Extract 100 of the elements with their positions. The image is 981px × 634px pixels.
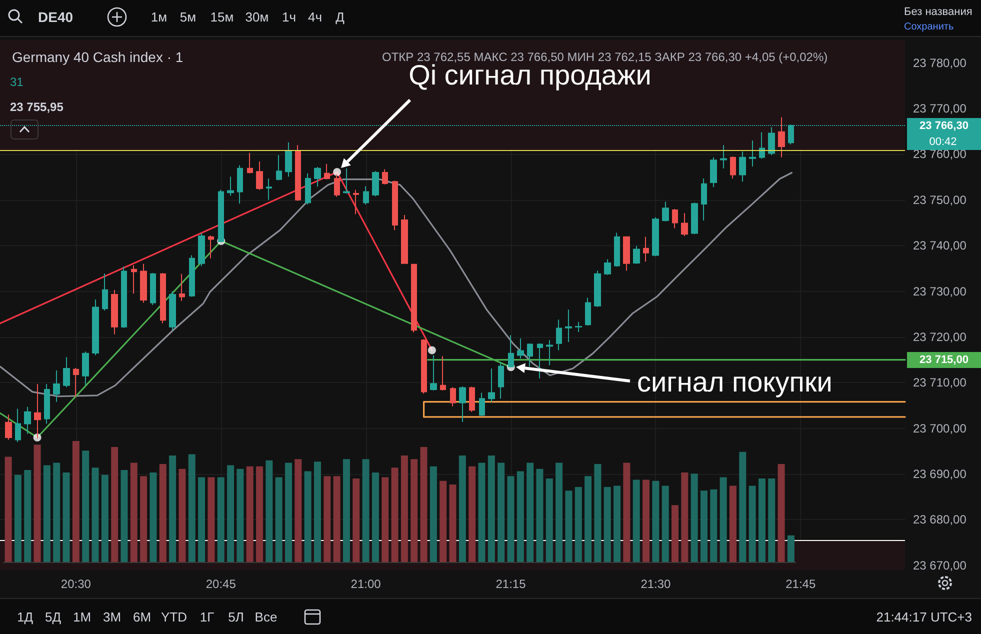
bar	[729, 486, 736, 562]
bar	[700, 490, 708, 562]
candlestick	[401, 214, 408, 264]
candlestick	[720, 144, 727, 169]
candlestick	[198, 232, 205, 267]
bar	[159, 464, 166, 562]
text: Без названия	[904, 6, 972, 18]
y-tick-label: 23 700,00	[913, 421, 967, 436]
text: 15м	[210, 10, 234, 24]
bar	[111, 447, 118, 562]
y-tick-label: 23 670,00	[913, 558, 967, 572]
y-tick-label: 23 710,00	[913, 376, 967, 390]
x-tick-label: 21:15	[496, 577, 526, 591]
y-tick-label: 23 770,00	[913, 102, 967, 116]
bar	[34, 444, 41, 562]
bar	[227, 465, 234, 562]
y-tick-label: 23 780,00	[913, 56, 967, 70]
candlestick	[160, 272, 166, 324]
text: 1М	[72, 610, 92, 624]
text: 3М	[102, 610, 122, 624]
candlestick	[450, 386, 456, 407]
bar	[275, 477, 282, 562]
bar	[672, 505, 679, 562]
candlestick	[459, 386, 466, 422]
candlestick	[363, 186, 369, 205]
bar	[642, 480, 650, 562]
text: 21:44:17 UTC+3	[876, 610, 972, 624]
candlestick	[498, 362, 504, 400]
bar	[430, 466, 437, 562]
bar	[632, 480, 640, 562]
y-tick-label: 23 720,00	[913, 330, 967, 344]
text: 00:42	[929, 136, 957, 148]
candlestick	[556, 319, 562, 351]
bar	[758, 478, 766, 562]
bar	[662, 486, 669, 562]
bar	[768, 478, 776, 562]
bar	[82, 450, 90, 562]
candlestick	[440, 356, 446, 391]
text: 5Л	[228, 610, 244, 624]
annotation: 23 755,95	[10, 100, 64, 114]
text: 5м	[180, 10, 196, 24]
candlestick	[488, 368, 495, 402]
x-tick-label: 21:45	[786, 577, 816, 591]
bar	[314, 462, 321, 562]
candlestick	[131, 264, 137, 294]
candlestick	[266, 178, 272, 200]
candlestick	[479, 392, 485, 417]
candlestick	[701, 178, 707, 221]
x-tick-label: 21:00	[350, 577, 382, 591]
bar	[266, 460, 273, 562]
annotation: сигнал покупки	[637, 366, 832, 398]
candlestick	[546, 340, 553, 366]
candlestick	[672, 208, 678, 229]
bar	[140, 476, 148, 562]
candlestick	[314, 166, 321, 188]
candlestick	[662, 201, 669, 222]
candlestick	[749, 140, 756, 168]
bar	[198, 477, 206, 562]
text: Germany 40 Cash index · 1	[12, 49, 184, 65]
candlestick	[15, 408, 21, 443]
candlestick	[285, 142, 292, 178]
candlestick	[53, 370, 60, 402]
bar	[217, 477, 224, 562]
bar	[285, 462, 292, 562]
bar	[516, 471, 524, 562]
candlestick	[392, 180, 398, 231]
bar	[458, 456, 466, 562]
candlestick	[739, 150, 746, 182]
text: 6М	[132, 610, 152, 624]
bar	[256, 466, 264, 562]
text: 23 715,00	[920, 354, 968, 366]
candlestick	[565, 309, 572, 343]
bar	[440, 480, 447, 562]
bar	[372, 472, 379, 562]
candlestick	[537, 342, 543, 380]
bar	[208, 477, 215, 562]
text: YTD	[161, 610, 187, 624]
bar	[236, 468, 244, 562]
bar	[449, 484, 456, 562]
bar	[720, 477, 727, 562]
text: Д	[336, 10, 345, 24]
candlestick	[691, 202, 698, 235]
bar	[536, 468, 544, 562]
x-tick-label: 20:30	[60, 577, 92, 591]
candlestick	[140, 263, 147, 304]
bar	[53, 462, 60, 562]
candlestick	[189, 254, 195, 298]
candlestick	[343, 168, 350, 194]
text: 4ч	[308, 10, 322, 24]
candlestick	[227, 176, 234, 196]
bar	[324, 476, 331, 562]
candlestick	[305, 172, 311, 205]
candlestick	[643, 236, 649, 262]
text: Сохранить	[904, 22, 954, 32]
candlestick	[295, 144, 301, 202]
candlestick	[276, 154, 282, 181]
bar	[24, 470, 32, 562]
candlestick	[353, 189, 359, 215]
candlestick	[247, 152, 253, 174]
bar	[614, 486, 621, 562]
